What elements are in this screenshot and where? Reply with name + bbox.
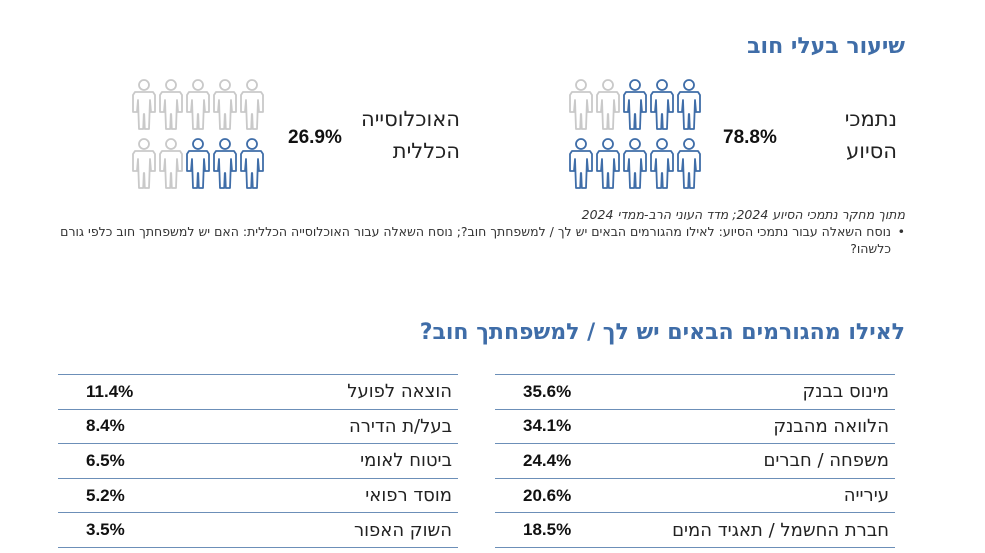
- source-note: מתוך מחקר נתמכי הסיוע 2024; מדד העוני הר…: [581, 207, 905, 222]
- factors-table-right: מינוס בבנק 35.6% הלוואה מהבנק 34.1% משפחה / …: [495, 374, 895, 548]
- person-icon: [186, 138, 210, 189]
- table-row: השוק האפור 3.5%: [58, 513, 458, 548]
- factor-value: 34.1%: [523, 416, 572, 436]
- factor-label: הוצאה לפועל: [347, 381, 452, 403]
- person-icon: [650, 79, 674, 130]
- table-row: בעל/ת הדירה 8.4%: [58, 410, 458, 445]
- table-row: הוצאה לפועל 11.4%: [58, 375, 458, 410]
- general-population-people-icons: [132, 79, 264, 189]
- table-row: עירייה 20.6%: [495, 479, 895, 514]
- factor-value: 3.5%: [86, 520, 125, 540]
- factor-value: 11.4%: [86, 381, 134, 401]
- factors-table-left: הוצאה לפועל 11.4% בעל/ת הדירה 8.4% ביטוח לאו…: [58, 374, 458, 548]
- person-icon: [677, 138, 701, 189]
- support-recipients-people-icons: [569, 79, 701, 189]
- factor-value: 18.5%: [523, 520, 572, 540]
- factor-label: השוק האפור: [353, 519, 452, 541]
- factor-label: בעל/ת הדירה: [348, 415, 452, 437]
- person-icon: [132, 79, 156, 130]
- person-icon: [159, 138, 183, 189]
- table-row: ביטוח לאומי 6.5%: [58, 444, 458, 479]
- person-icon: [240, 138, 264, 189]
- table-row: הלוואה מהבנק 34.1%: [495, 410, 895, 445]
- person-icon: [569, 79, 593, 130]
- factor-value: 20.6%: [523, 485, 572, 505]
- factor-label: ביטוח לאומי: [360, 450, 452, 472]
- person-icon: [240, 79, 264, 130]
- person-icon: [159, 79, 183, 130]
- group-label-line: הכללית: [392, 139, 460, 163]
- person-icon: [596, 79, 620, 130]
- factor-label: חברת החשמל / תאגיד המים: [672, 519, 889, 541]
- notes: מתוך מחקר נתמכי הסיוע 2024; מדד העוני הר…: [55, 206, 905, 257]
- person-icon: [677, 79, 701, 130]
- footnote: נוסח השאלה עבור נתמכי הסיוע: לאילו מהגור…: [55, 223, 905, 257]
- factor-value: 5.2%: [86, 485, 125, 505]
- support-recipients-debt-rate: 78.8%: [723, 127, 777, 148]
- group-label-general-population: האוכלוסייה הכללית: [361, 103, 460, 167]
- factor-label: עירייה: [843, 485, 889, 507]
- person-icon: [186, 79, 210, 130]
- table-row: מינוס בבנק 35.6%: [495, 375, 895, 410]
- factor-value: 6.5%: [86, 450, 125, 470]
- factor-value: 24.4%: [523, 450, 572, 470]
- factor-label: מוסד רפואי: [365, 485, 452, 507]
- table-row: מוסד רפואי 5.2%: [58, 479, 458, 514]
- table-row: חברת החשמל / תאגיד המים 18.5%: [495, 513, 895, 548]
- person-icon: [213, 138, 237, 189]
- person-icon: [623, 138, 647, 189]
- table-row: משפחה / חברים 24.4%: [495, 444, 895, 479]
- general-population-debt-rate: 26.9%: [288, 127, 342, 148]
- person-icon: [650, 138, 674, 189]
- person-icon: [132, 138, 156, 189]
- factor-label: הלוואה מהבנק: [773, 415, 889, 437]
- factor-value: 35.6%: [523, 381, 572, 401]
- factor-label: משפחה / חברים: [763, 450, 889, 472]
- factor-label: מינוס בבנק: [802, 381, 889, 403]
- factor-value: 8.4%: [86, 416, 125, 436]
- person-icon: [569, 138, 593, 189]
- debt-factors-title: לאילו מהגורמים הבאים יש לך / למשפחתך חוב…: [419, 320, 905, 345]
- group-label-support-recipients: נתמכי הסיוע: [845, 103, 897, 167]
- person-icon: [623, 79, 647, 130]
- group-label-line: נתמכי: [844, 107, 897, 131]
- person-icon: [213, 79, 237, 130]
- group-label-line: הסיוע: [846, 139, 897, 163]
- person-icon: [596, 138, 620, 189]
- debt-rate-title: שיעור בעלי חוב: [747, 34, 905, 59]
- group-label-line: האוכלוסייה: [361, 107, 460, 131]
